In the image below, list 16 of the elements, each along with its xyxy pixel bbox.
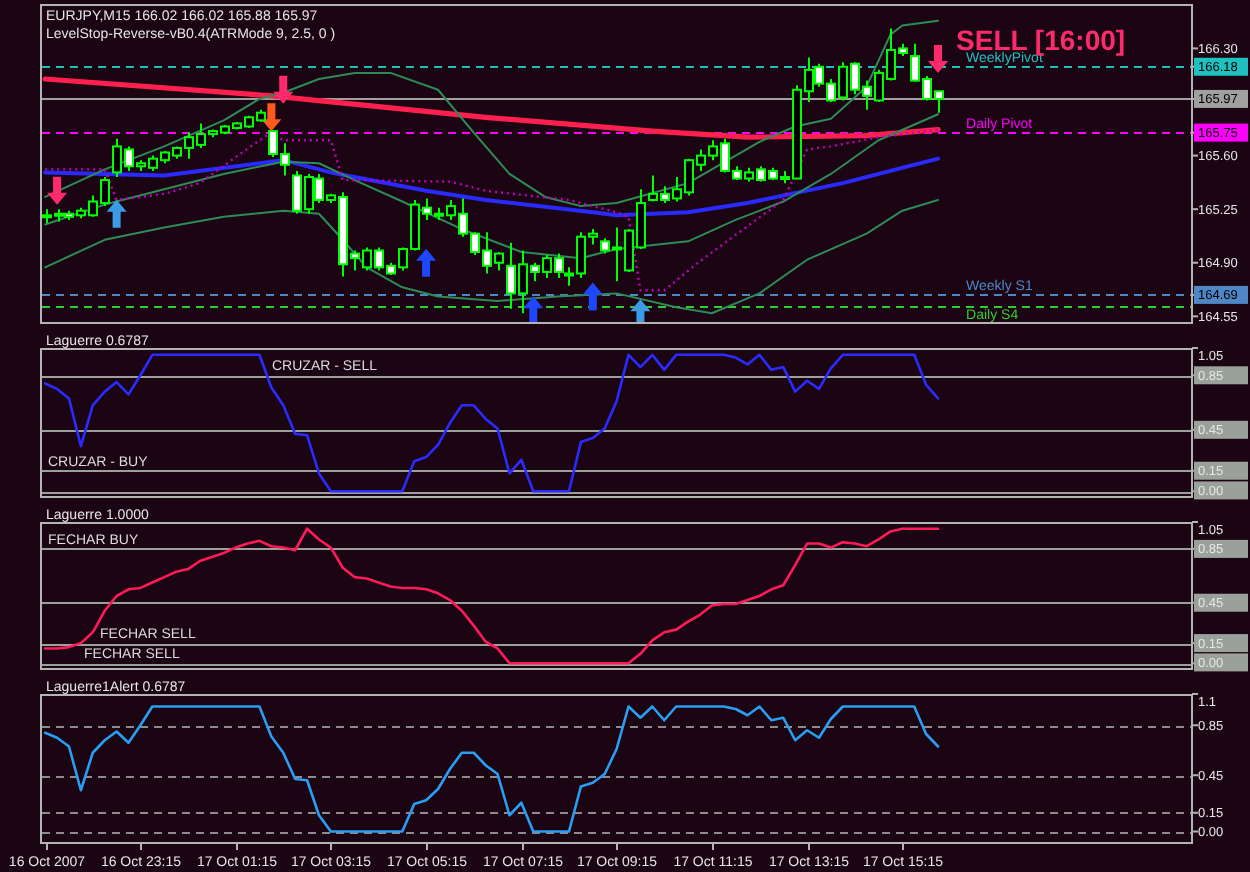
point (273, 75, 294, 104)
line-series (43, 705, 940, 833)
point (416, 248, 437, 277)
point (523, 296, 544, 324)
point (47, 176, 68, 205)
point (261, 103, 282, 132)
point (630, 299, 651, 324)
line-series (43, 353, 940, 493)
line-series (44, 19, 940, 208)
line-series (43, 527, 940, 665)
line-series (42, 76, 941, 140)
point (106, 199, 127, 228)
point (928, 45, 949, 74)
line-series (43, 156, 941, 218)
line-series (44, 198, 940, 315)
point (582, 282, 603, 311)
